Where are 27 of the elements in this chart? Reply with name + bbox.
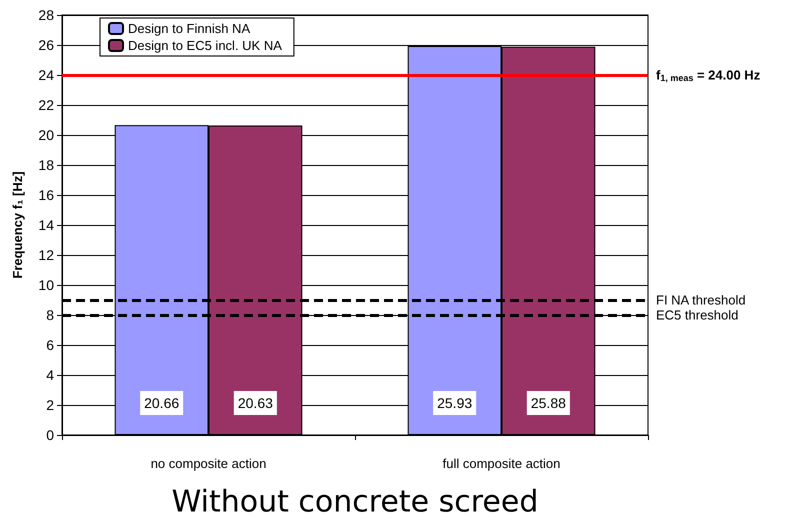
data-label: 25.93 [437,395,472,411]
y-tick-label: 14 [38,217,54,233]
y-tick-label: 22 [38,97,54,113]
y-tick-label: 10 [38,277,54,293]
legend-label: Design to Finnish NA [128,21,250,36]
y-tick-label: 12 [38,247,54,263]
ref-line-label: EC5 threshold [656,308,738,322]
ref-line-label: FI NA threshold [656,292,746,308]
y-tick-label: 8 [46,307,54,323]
y-axis-title: Frequency f₁ [Hz] [10,171,25,279]
y-tick-label: 24 [38,67,54,83]
x-tick-label: no composite action [150,456,266,471]
y-tick-label: 26 [38,37,54,53]
legend-label: Design to EC5 incl. UK NA [128,38,282,53]
y-tick-label: 6 [46,337,54,353]
data-label: 20.63 [238,395,274,411]
y-tick-label: 2 [46,397,54,413]
y-tick-label: 20 [38,127,54,143]
y-tick-label: 4 [46,367,54,383]
y-tick-label: 16 [38,187,54,203]
data-label: 25.88 [530,395,566,411]
text: Without concrete screed [172,484,538,520]
x-tick-label: full composite action [442,456,560,471]
y-tick-label: 0 [46,427,54,443]
data-label: 20.66 [144,395,180,411]
y-tick-label: 18 [38,157,54,173]
y-tick-label: 28 [38,7,54,23]
